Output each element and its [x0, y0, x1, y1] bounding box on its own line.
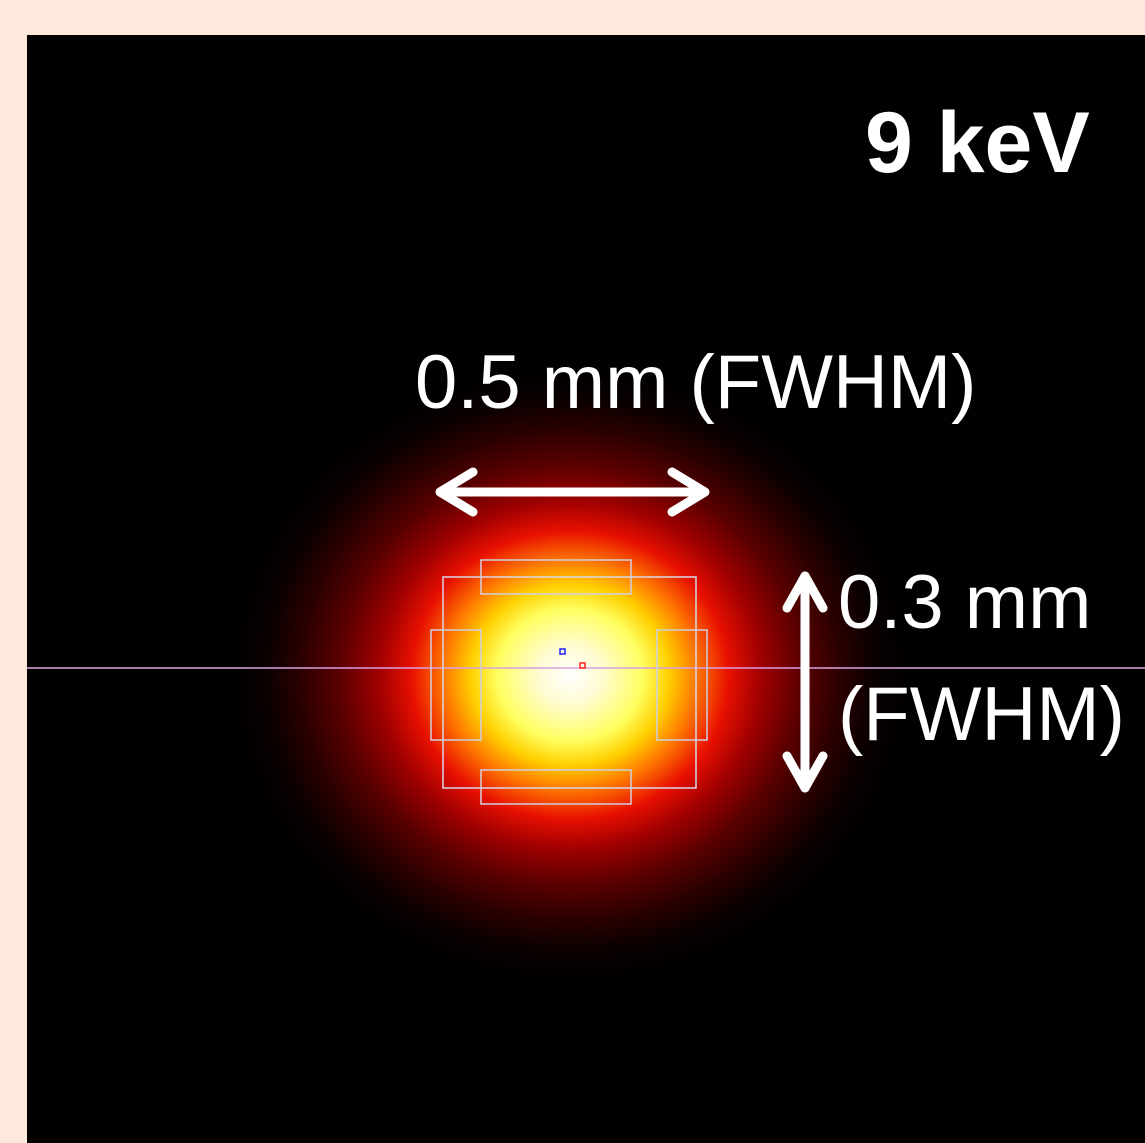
horizontal-label: 0.5 mm (FWHM) [415, 340, 976, 425]
horizontal-arrow [440, 472, 705, 512]
roi-cells [431, 630, 481, 740]
page: 9 keV 0.5 mm (FWHM) 0.3 mm (FWHM) (() =>… [0, 0, 1145, 1143]
vertical-arrow [787, 576, 823, 788]
marker [560, 649, 565, 654]
annotations: 9 keV 0.5 mm (FWHM) 0.3 mm (FWHM) [27, 35, 1145, 1143]
marker [580, 663, 585, 668]
roi-cells [481, 770, 631, 804]
beam-image: 9 keV 0.5 mm (FWHM) 0.3 mm (FWHM) [27, 35, 1145, 1143]
title: 9 keV [865, 95, 1090, 191]
vertical-label: (FWHM) [838, 672, 1125, 757]
vertical-label: 0.3 mm [838, 560, 1091, 645]
roi-cells [657, 630, 707, 740]
